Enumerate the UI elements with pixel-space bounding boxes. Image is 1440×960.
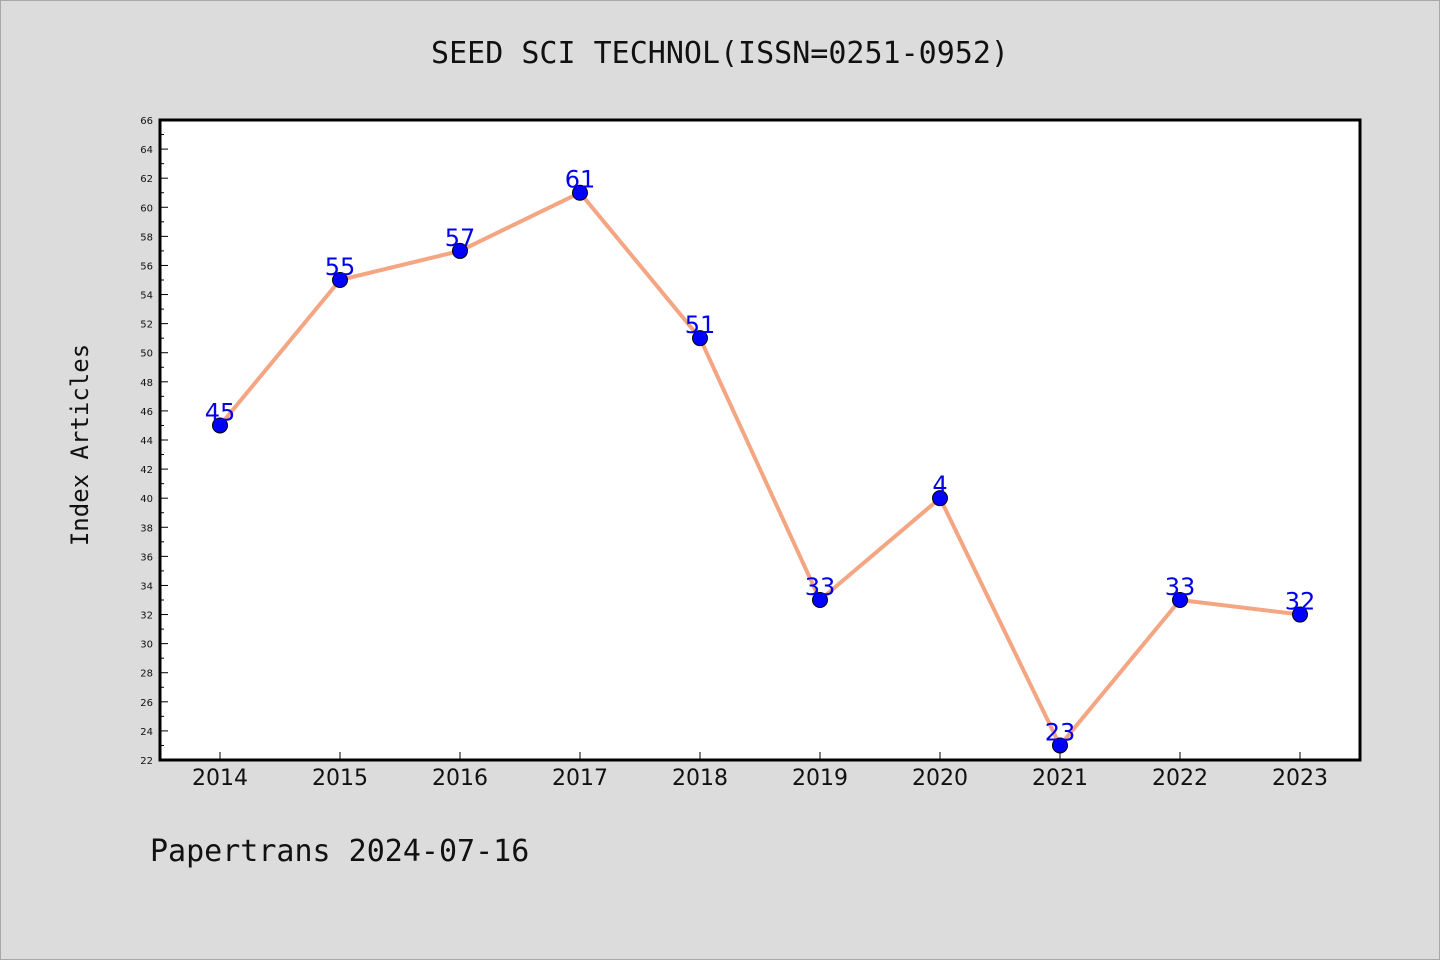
y-tick-label: 50 [140, 349, 153, 360]
x-tick-label: 2015 [312, 766, 368, 791]
y-tick-label: 52 [140, 320, 153, 331]
y-tick-label: 62 [140, 174, 153, 185]
y-tick-label: 42 [140, 465, 153, 476]
data-label: 33 [1165, 573, 1196, 601]
data-point [932, 490, 948, 507]
y-tick-label: 40 [140, 494, 153, 505]
x-tick-label: 2016 [432, 766, 488, 791]
x-axis-ticks: 2014 2015 2016 2017 2018 2019 2020 2021 2022 2023 [192, 752, 1328, 791]
data-label: 45 [205, 398, 236, 426]
data-point [692, 330, 708, 347]
data-label: 51 [685, 311, 716, 339]
data-label: 57 [445, 224, 476, 252]
y-tick-label: 44 [140, 436, 153, 447]
data-point [572, 184, 588, 201]
chart-title: SEED SCI TECHNOL(ISSN=0251-0952) [431, 36, 1009, 71]
data-label: 61 [565, 166, 596, 194]
data-labels: 45 55 57 61 51 33 4 23 33 32 [205, 166, 1316, 747]
data-point [332, 272, 348, 288]
x-tick-label: 2018 [672, 766, 728, 791]
x-tick-label: 2017 [552, 766, 608, 791]
y-tick-label: 64 [140, 145, 153, 156]
data-point [1172, 592, 1188, 608]
data-label: 4 [932, 471, 947, 499]
footer-text: Papertrans 2024-07-16 [150, 834, 530, 869]
plot-border [158, 118, 1362, 762]
y-tick-label: 30 [140, 640, 153, 651]
x-tick-label: 2014 [192, 766, 248, 791]
data-point [1052, 737, 1068, 754]
y-tick-label: 36 [140, 552, 153, 563]
data-label: 55 [325, 253, 356, 281]
y-tick-label: 38 [140, 523, 153, 534]
y-axis-ticks: 22 24 26 28 30 32 34 36 38 40 42 44 46 48 50 52 54 56 58 60… [140, 116, 168, 767]
x-tick-label: 2023 [1272, 766, 1328, 791]
data-point [452, 242, 468, 259]
y-tick-label: 22 [140, 756, 153, 767]
y-tick-label: 26 [140, 698, 153, 709]
data-points [212, 184, 1308, 754]
y-tick-label: 60 [140, 203, 153, 214]
series-line [218, 190, 1301, 748]
data-label: 23 [1045, 718, 1076, 746]
y-tick-label: 24 [140, 727, 153, 738]
x-tick-label: 2021 [1032, 766, 1088, 791]
y-tick-label: 34 [140, 581, 153, 592]
y-tick-label: 46 [140, 407, 153, 418]
x-tick-label: 2019 [792, 766, 848, 791]
y-tick-label: 56 [140, 261, 153, 272]
y-tick-label: 66 [140, 116, 153, 127]
data-point [812, 592, 828, 608]
data-label: 32 [1285, 588, 1316, 616]
data-point [212, 417, 228, 434]
y-tick-label: 32 [140, 611, 153, 622]
plot-area [160, 120, 1360, 760]
data-point [1292, 606, 1308, 623]
data-label: 33 [805, 573, 836, 601]
x-tick-label: 2022 [1152, 766, 1208, 791]
x-tick-label: 2020 [912, 766, 968, 791]
y-tick-label: 58 [140, 232, 153, 243]
y-tick-label: 48 [140, 378, 153, 389]
y-tick-label: 54 [140, 291, 153, 302]
y-tick-label: 28 [140, 669, 153, 680]
